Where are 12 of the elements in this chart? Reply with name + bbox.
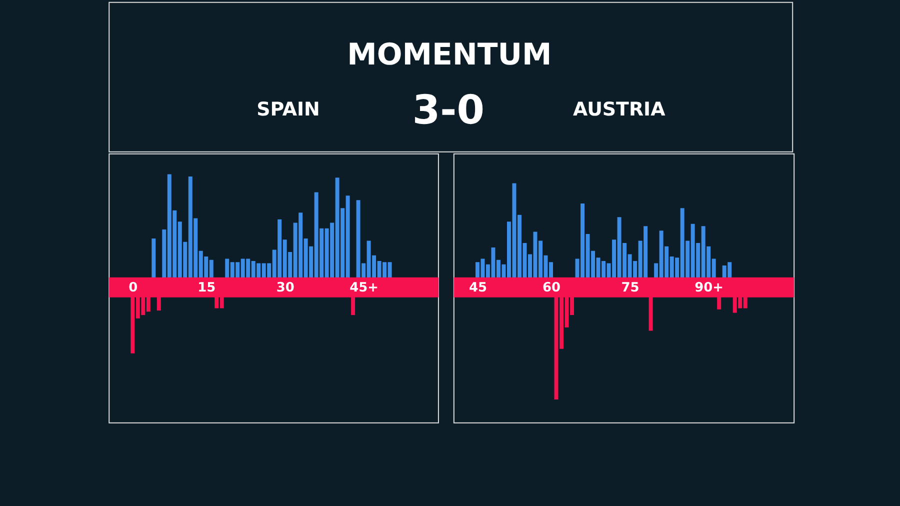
x-tick-label: 15 bbox=[198, 280, 216, 296]
text: SPAIN bbox=[256, 98, 320, 120]
x-tick-label: 30 bbox=[276, 280, 294, 296]
chart-title: MOMENTUM bbox=[347, 38, 552, 73]
x-tick-label: 75 bbox=[621, 280, 640, 296]
x-tick-label: 45+ bbox=[350, 280, 378, 296]
x-tick-label: 60 bbox=[542, 280, 561, 296]
text: AUSTRIA bbox=[573, 98, 666, 120]
x-tick-label: 45 bbox=[468, 280, 487, 296]
text: 3-0 bbox=[412, 87, 484, 134]
x-tick-label: 90+ bbox=[694, 280, 724, 296]
x-tick-label: 0 bbox=[128, 280, 138, 296]
